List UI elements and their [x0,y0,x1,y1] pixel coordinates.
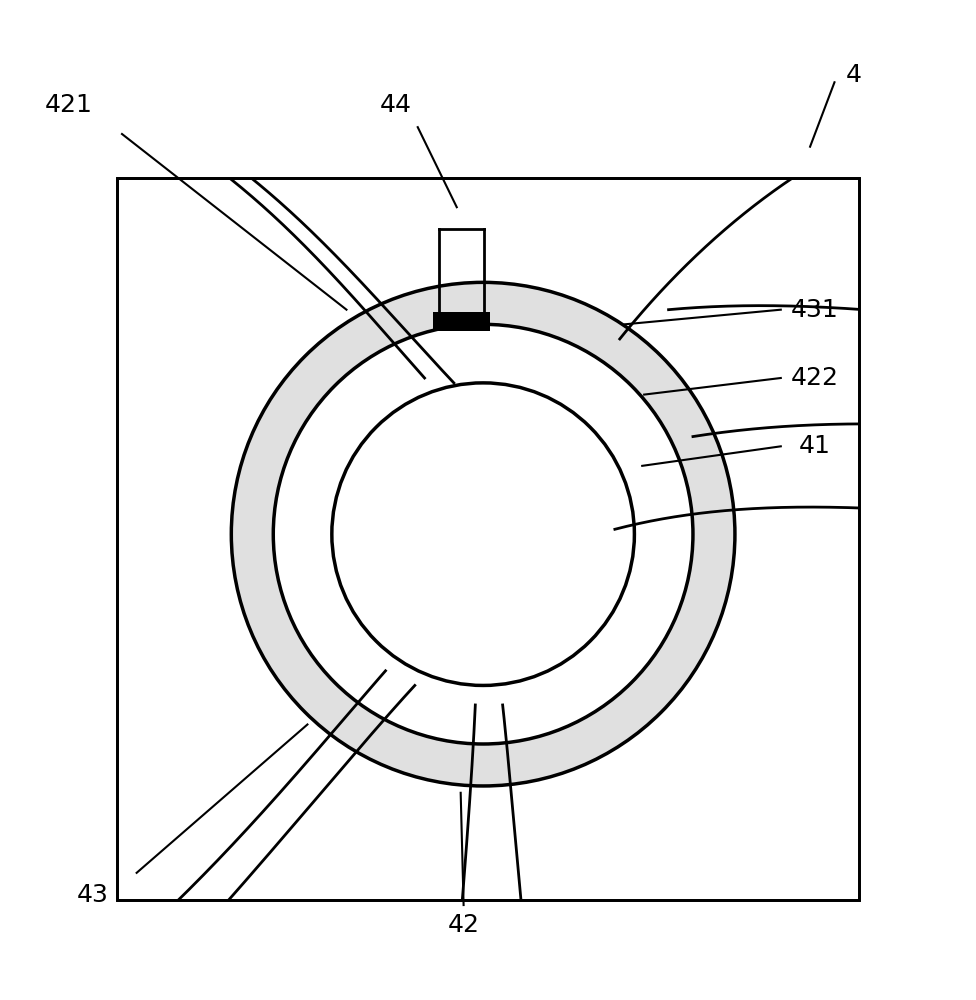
Text: 4: 4 [846,63,862,87]
Bar [433,312,490,331]
Text: 42: 42 [448,913,479,937]
Bar [117,178,859,900]
Bar [117,178,859,900]
Text: 421: 421 [44,93,93,117]
Text: 41: 41 [799,434,831,458]
Text: 422: 422 [791,366,839,390]
Text: 431: 431 [792,298,838,322]
Text: 43: 43 [77,883,108,907]
Text: 44: 44 [380,93,411,117]
Circle shape [231,282,735,786]
Circle shape [273,324,693,744]
